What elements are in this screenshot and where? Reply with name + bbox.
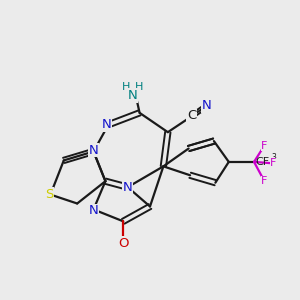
Text: S: S: [45, 188, 53, 201]
Text: N: N: [202, 99, 211, 112]
Text: N: N: [89, 143, 98, 157]
Text: C: C: [187, 109, 196, 122]
Text: 3: 3: [271, 153, 276, 162]
Text: F: F: [261, 140, 268, 151]
Text: H: H: [135, 82, 143, 92]
Text: N: N: [89, 204, 98, 218]
Text: CF: CF: [256, 157, 270, 167]
Text: N: N: [128, 89, 138, 102]
Text: H: H: [122, 82, 130, 92]
Text: O: O: [118, 237, 128, 250]
Text: F: F: [261, 176, 268, 186]
Text: N: N: [102, 118, 112, 131]
Text: F: F: [270, 158, 277, 168]
Text: N: N: [123, 181, 133, 194]
